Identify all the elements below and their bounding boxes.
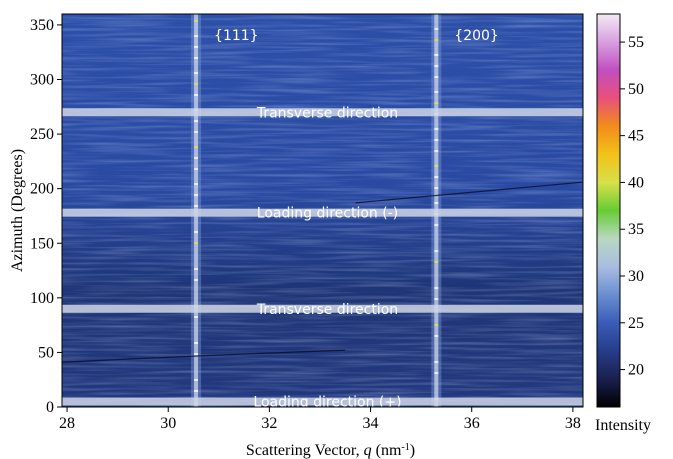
- peak-speckle: [194, 157, 199, 159]
- y-tick-label: 250: [30, 126, 54, 143]
- x-tick-label: 36: [464, 415, 480, 432]
- peak-speckle: [194, 120, 199, 122]
- x-axis-title-var: q: [364, 442, 372, 459]
- peak-speckle: [434, 139, 439, 141]
- colorbar-tick-label: 45: [628, 128, 644, 145]
- peak-speckle: [194, 231, 199, 233]
- heatmap-dark-texture: [62, 286, 583, 386]
- colorbar-tick-label: 20: [628, 362, 644, 379]
- axes: 28 30 32 34 36 38 0 50 100 150 200 250 300 350: [30, 13, 584, 432]
- peak-speckle: [194, 194, 199, 196]
- x-tick-label: 34: [363, 415, 379, 432]
- peak-speckle: [434, 335, 439, 337]
- x-tick-label: 38: [565, 415, 581, 432]
- colorbar-tick-label: 55: [628, 34, 644, 51]
- y-tick-label: 50: [38, 344, 54, 361]
- x-axis-title-unit-open: (nm: [372, 442, 402, 459]
- colorbar-tick-label: 30: [628, 268, 644, 285]
- colorbar-tick-label: 25: [628, 315, 644, 332]
- x-tick-label: 30: [160, 415, 176, 432]
- peak-speckle: [434, 128, 439, 130]
- peak-speckle: [434, 372, 439, 374]
- peak-speckle: [434, 287, 439, 289]
- peak-speckle: [194, 20, 199, 22]
- peak-speckle: [194, 268, 199, 270]
- peak-speckle: [434, 176, 439, 178]
- peak-speckle: [434, 76, 439, 78]
- peak-speckle: [434, 54, 439, 56]
- y-tick-label: 300: [30, 72, 54, 89]
- peak-speckle: [434, 361, 439, 363]
- peak-speckle: [194, 72, 199, 74]
- peak-speckle: [434, 102, 439, 104]
- peak-speckle: [194, 342, 199, 344]
- y-tick-label: 200: [30, 181, 54, 198]
- peak-speckle: [194, 390, 199, 392]
- peak-speckle: [434, 298, 439, 300]
- y-tick-label: 150: [30, 235, 54, 252]
- peak-speckle: [434, 28, 439, 30]
- colorbar: 20 25 30 35 40 45 50 55: [596, 13, 644, 408]
- direction-band: [62, 108, 583, 117]
- peak-speckle: [194, 316, 199, 318]
- y-tick-label: 350: [30, 17, 54, 34]
- y-tick-label: 0: [46, 399, 54, 416]
- x-axis-title-main: Scattering Vector,: [246, 442, 364, 459]
- colorbar-tick-label: 35: [628, 221, 644, 238]
- peak-speckle: [194, 205, 199, 207]
- peak-speckle: [194, 57, 199, 59]
- peak-speckle: [434, 165, 439, 167]
- direction-label: Loading direction (-): [257, 206, 398, 222]
- peak-speckle: [434, 324, 439, 326]
- colorbar-bar: [596, 13, 621, 408]
- x-axis-title-sup: -1: [401, 442, 409, 453]
- plot-frame: [61, 13, 584, 408]
- direction-label: Loading direction (+): [253, 395, 401, 411]
- x-axis-title-unit-close: ): [410, 442, 415, 459]
- heatmap-overlays: Transverse direction Loading direction (-…: [62, 28, 583, 411]
- x-axis-title: Scattering Vector, q (nm-1): [246, 442, 415, 459]
- peak-speckle: [194, 146, 199, 148]
- direction-band: [62, 208, 583, 217]
- peak-speckle: [434, 91, 439, 93]
- peak-speckle: [434, 261, 439, 263]
- peak-label: {200}: [454, 28, 499, 44]
- y-tick-label: 100: [30, 290, 54, 307]
- peak-speckle: [194, 168, 199, 170]
- colorbar-tick-label: 40: [628, 174, 644, 191]
- x-tick-label: 32: [261, 415, 277, 432]
- peak-speckle: [434, 150, 439, 152]
- peak-label: {111}: [214, 28, 259, 44]
- peak-speckle: [434, 250, 439, 252]
- peak-speckle: [194, 131, 199, 133]
- trace-line: [62, 349, 346, 363]
- peak-speckle: [194, 242, 199, 244]
- peak-speckle: [194, 94, 199, 96]
- peak-speckle: [434, 202, 439, 204]
- trace-line: [355, 181, 583, 204]
- peak-speckle: [434, 65, 439, 67]
- peak-speckle: [194, 83, 199, 85]
- peak-speckle: [194, 35, 199, 37]
- direction-band: [62, 304, 583, 313]
- colorbar-title: Intensity: [595, 417, 651, 434]
- peak-speckle: [434, 187, 439, 189]
- peak-speckle: [434, 39, 439, 41]
- direction-label: Transverse direction: [256, 105, 398, 121]
- direction-band: [62, 397, 583, 406]
- peak-speckle: [434, 224, 439, 226]
- y-axis-title: Azimuth (Degrees): [9, 149, 26, 272]
- peak-speckle: [194, 279, 199, 281]
- x-tick-label: 28: [59, 415, 75, 432]
- peak-speckle: [194, 183, 199, 185]
- peak-speckle: [194, 353, 199, 355]
- direction-label: Transverse direction: [256, 302, 398, 318]
- colorbar-tick-label: 50: [628, 81, 644, 98]
- peak-speckle: [194, 46, 199, 48]
- peak-speckle: [194, 379, 199, 381]
